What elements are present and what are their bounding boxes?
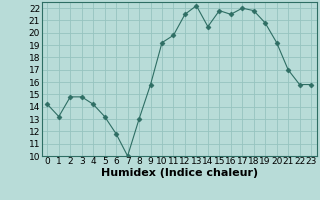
X-axis label: Humidex (Indice chaleur): Humidex (Indice chaleur): [100, 168, 258, 178]
